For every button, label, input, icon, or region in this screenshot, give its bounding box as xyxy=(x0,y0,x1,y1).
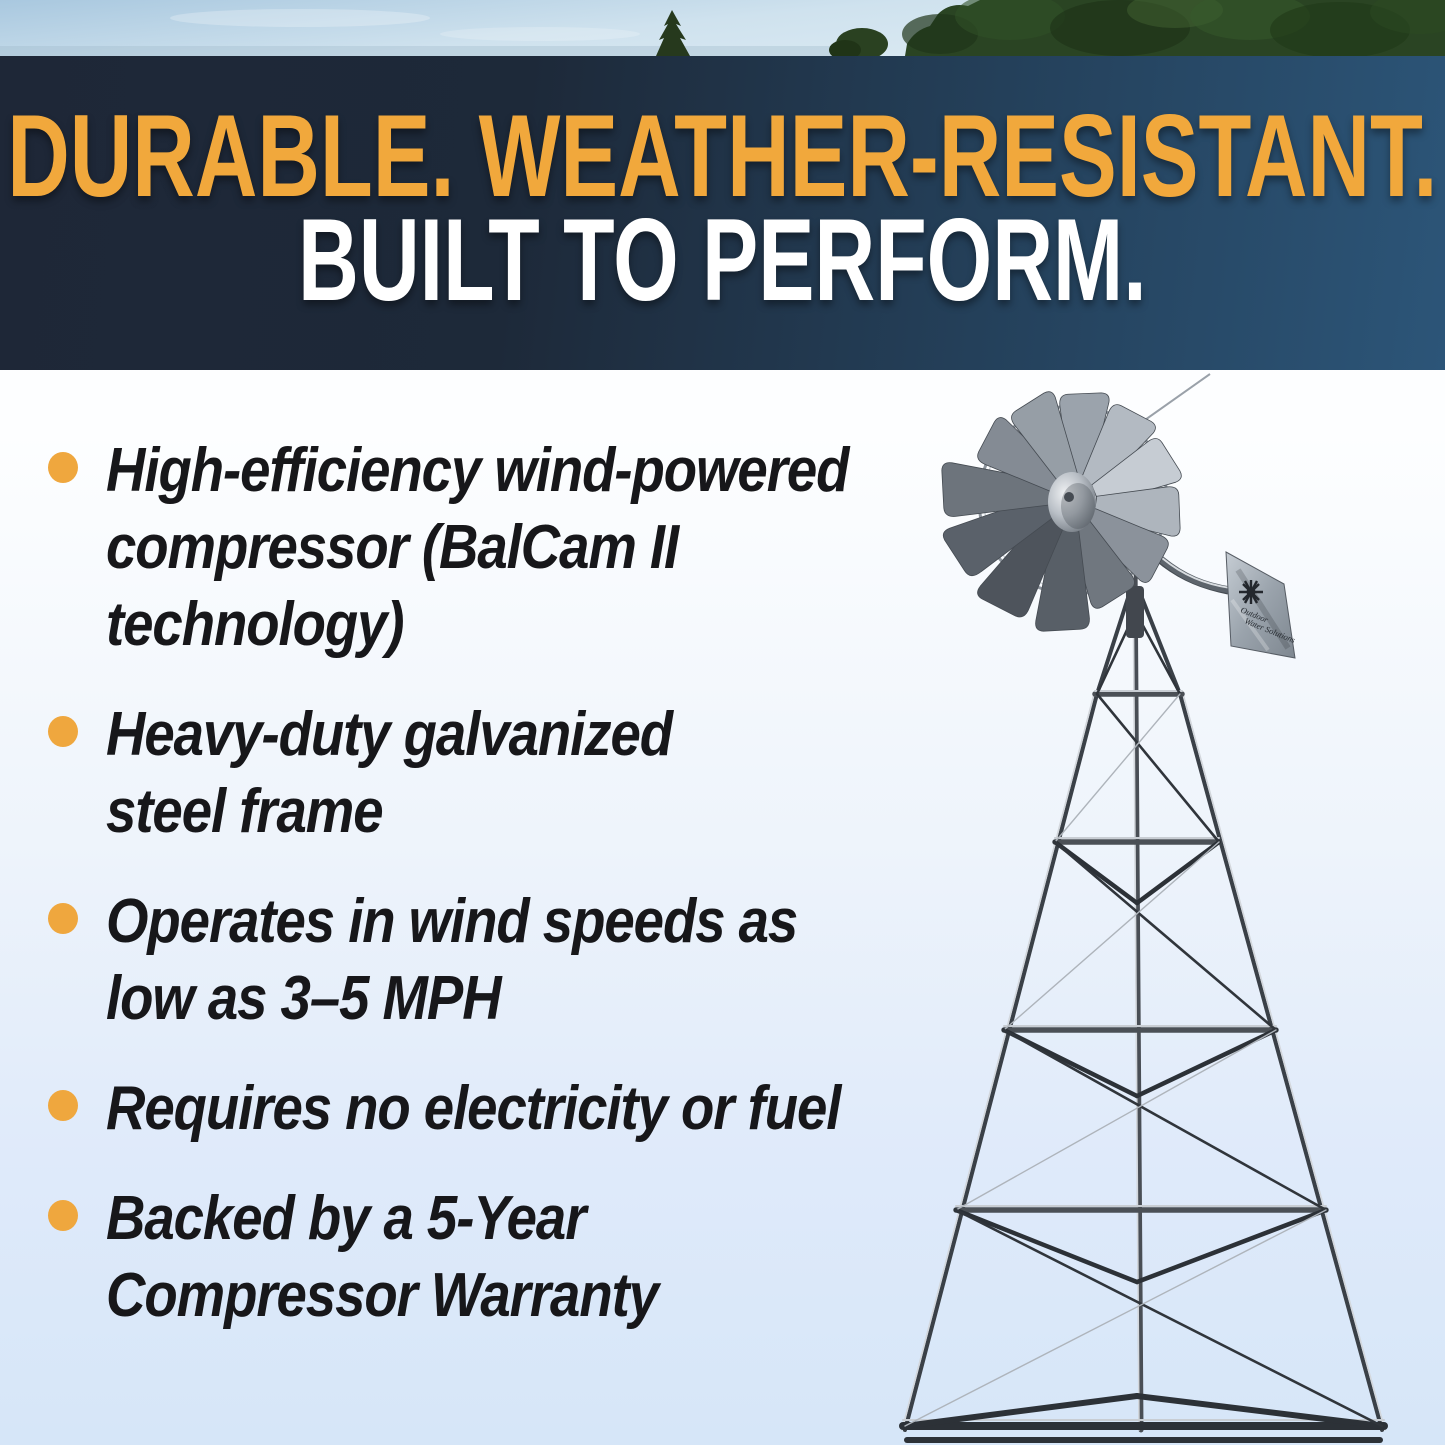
feature-item: Backed by a 5-Year Compressor Warranty xyxy=(40,1180,950,1334)
trees xyxy=(902,0,1445,56)
rotor-pivot xyxy=(1126,586,1144,638)
feature-line: compressor (BalCam II xyxy=(106,513,679,582)
feature-line: Backed by a 5-Year xyxy=(106,1184,586,1253)
bullet-icon xyxy=(48,452,78,483)
windmill-tail-vane: Outdoor Water Solutions xyxy=(1090,510,1297,659)
feature-line: Heavy-duty galvanized xyxy=(106,700,673,769)
feature-line: Compressor Warranty xyxy=(106,1261,659,1330)
feature-line: steel frame xyxy=(106,777,384,846)
feature-text: Heavy-duty galvanized steel frame xyxy=(106,696,673,850)
vane-logo-icon xyxy=(1239,580,1263,604)
headline-line2: BUILT TO PERFORM. xyxy=(298,194,1147,325)
bullet-icon xyxy=(48,903,78,934)
feature-item: Requires no electricity or fuel xyxy=(40,1070,950,1147)
windmill-tower xyxy=(899,557,1388,1443)
bullet-icon xyxy=(48,1090,78,1121)
landscape-photo xyxy=(0,0,1445,56)
feature-line: Requires no electricity or fuel xyxy=(106,1074,841,1143)
bullet-icon xyxy=(48,716,78,747)
tree-clump xyxy=(829,28,888,56)
headline-banner: DURABLE. WEATHER-RESISTANT. BUILT TO PER… xyxy=(0,56,1445,370)
features-list: High-efficiency wind-powered compressor … xyxy=(40,432,950,1367)
windmill-image: Outdoor Water Solutions xyxy=(899,373,1388,1443)
feature-text: Backed by a 5-Year Compressor Warranty xyxy=(106,1180,659,1334)
feature-text: High-efficiency wind-powered compressor … xyxy=(106,432,850,663)
feature-text: Operates in wind speeds as low as 3–5 MP… xyxy=(106,883,798,1037)
cloud xyxy=(440,27,640,41)
feature-item: Operates in wind speeds as low as 3–5 MP… xyxy=(40,883,950,1037)
sky-and-trees-image xyxy=(0,0,1445,56)
feature-line: Operates in wind speeds as xyxy=(106,887,798,956)
feature-line: low as 3–5 MPH xyxy=(106,964,502,1033)
conifer-tree xyxy=(656,10,690,56)
feature-item: High-efficiency wind-powered compressor … xyxy=(40,432,950,663)
windmill-illustration: Outdoor Water Solutions xyxy=(880,350,1445,1445)
horizon-haze xyxy=(0,46,880,56)
headline-line1: DURABLE. WEATHER-RESISTANT. xyxy=(7,90,1438,221)
windmill-rotor xyxy=(935,373,1211,638)
bullet-icon xyxy=(48,1200,78,1231)
feature-text: Requires no electricity or fuel xyxy=(106,1070,841,1147)
feature-item: Heavy-duty galvanized steel frame xyxy=(40,696,950,850)
feature-line: High-efficiency wind-powered xyxy=(106,436,850,505)
cloud xyxy=(170,9,430,27)
feature-line: technology) xyxy=(106,590,405,659)
rotor-hub xyxy=(1048,472,1096,532)
